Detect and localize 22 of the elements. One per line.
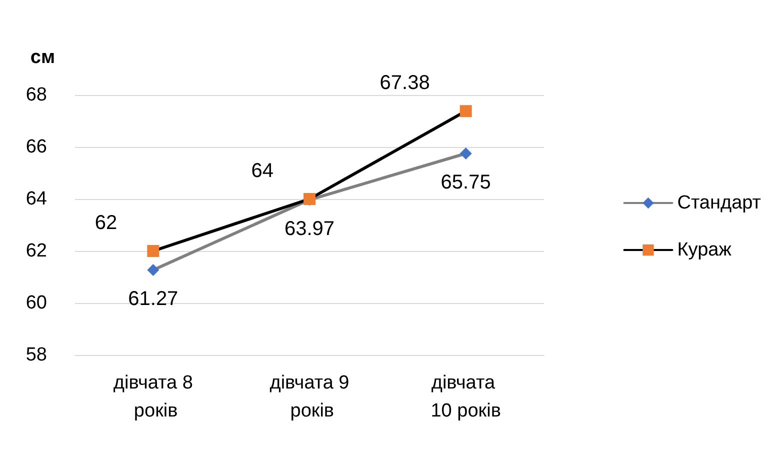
data-label: 61.27: [128, 288, 178, 310]
data-label: 65.75: [440, 172, 491, 194]
x-tick-label: дівчата 9 років: [270, 372, 350, 422]
legend-label: Стандарт: [677, 192, 762, 214]
point: [460, 105, 472, 118]
y-tick-label: 62: [26, 240, 47, 262]
data-label: 67.38: [380, 72, 430, 94]
x-tick-label: дівчата 8 років: [113, 372, 193, 422]
y-tick-label: 68: [26, 84, 47, 106]
x-tick-label: дівчата 10 років: [430, 372, 501, 422]
legend-label: Кураж: [677, 240, 732, 260]
y-tick-label: 58: [26, 344, 47, 366]
data-label: 62: [94, 212, 118, 234]
point: [147, 264, 160, 276]
data-label: 63.97: [284, 218, 335, 240]
y-axis-title: см: [30, 47, 55, 68]
y-tick-label: 60: [26, 292, 47, 314]
y-tick-label: 64: [26, 188, 48, 210]
point: [460, 148, 472, 160]
data-label: 64: [251, 160, 274, 182]
point: [147, 245, 160, 257]
y-tick-label: 66: [26, 136, 47, 158]
